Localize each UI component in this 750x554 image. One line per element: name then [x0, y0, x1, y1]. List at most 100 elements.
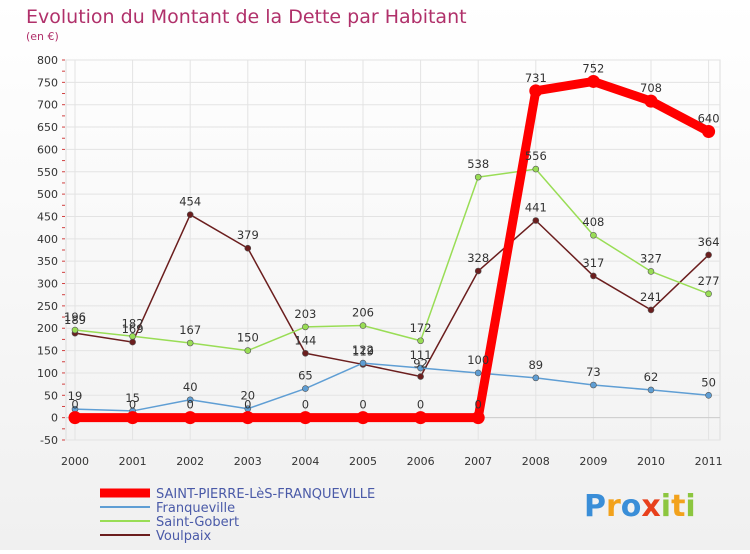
data-label: 0 [187, 398, 194, 412]
y-tick-label: 0 [51, 412, 58, 425]
data-label: 100 [467, 353, 489, 367]
logo-letter: i [685, 489, 695, 524]
x-tick-label: 2006 [407, 455, 435, 468]
y-tick-label: 150 [37, 345, 58, 358]
data-point [298, 411, 312, 425]
x-tick-label: 2005 [349, 455, 377, 468]
data-labels: 0 0 0 0 0 0 0 0 731 752 708 640 19 15 40 20 65 122 111 100 8… [64, 61, 720, 411]
y-tick-label: 50 [44, 389, 58, 402]
x-tick-label: 2002 [176, 455, 204, 468]
y-tick-label: 250 [37, 300, 58, 313]
data-label: 89 [528, 358, 543, 372]
axes: -500501001502002503003504004505005506006… [37, 54, 723, 468]
data-label: 144 [294, 333, 316, 347]
y-tick-label: -50 [40, 434, 58, 447]
data-label: 122 [352, 343, 374, 357]
data-label: 169 [122, 322, 144, 336]
y-tick-label: 450 [37, 210, 58, 223]
data-label: 182 [122, 316, 144, 330]
data-label: 317 [582, 256, 604, 270]
data-point [356, 411, 370, 425]
data-point [244, 244, 252, 252]
y-tick-label: 650 [37, 121, 58, 134]
data-point [705, 251, 712, 259]
data-point [647, 306, 655, 314]
data-label: 328 [467, 251, 489, 265]
series-line-2 [74, 168, 710, 352]
data-label: 241 [640, 290, 662, 304]
data-label: 0 [417, 398, 424, 412]
grid [65, 59, 721, 441]
data-label: 172 [410, 321, 432, 335]
x-tick-label: 2008 [522, 455, 550, 468]
x-tick-label: 2007 [464, 455, 492, 468]
legend-label: Saint-Gobert [156, 515, 239, 530]
data-label: 538 [467, 157, 489, 171]
data-point [417, 364, 424, 372]
data-label: 364 [698, 235, 720, 249]
logo-letter: o [621, 489, 642, 524]
data-point [647, 268, 655, 275]
data-label: 73 [586, 365, 601, 379]
data-label: 15 [125, 391, 140, 405]
data-label: 731 [525, 71, 547, 85]
x-tick-label: 2001 [119, 455, 147, 468]
data-point [474, 369, 482, 377]
y-tick-label: 350 [37, 255, 58, 268]
data-label: 379 [237, 228, 259, 242]
data-label: 0 [244, 398, 251, 412]
data-point [417, 373, 424, 380]
logo-letter: r [606, 489, 621, 524]
data-point [129, 332, 136, 340]
data-point [359, 359, 367, 367]
data-point [586, 74, 600, 88]
data-point [414, 411, 428, 425]
data-point [532, 374, 540, 382]
proxiti-logo: Proxiti [584, 489, 696, 524]
data-label: 167 [179, 323, 201, 337]
data-label: 708 [640, 81, 662, 95]
data-point [590, 272, 597, 280]
data-label: 92 [413, 357, 428, 371]
data-point [532, 165, 540, 173]
data-point [705, 391, 712, 399]
data-label: 0 [359, 398, 366, 412]
data-label: 50 [701, 375, 716, 389]
data-point [71, 326, 79, 334]
data-label: 640 [698, 112, 720, 126]
logo-letter: t [671, 489, 685, 524]
data-label: 408 [582, 215, 604, 229]
data-point [532, 217, 540, 224]
y-tick-label: 550 [37, 166, 58, 179]
data-point [183, 411, 197, 425]
legend: SAINT-PIERRE-LèS-FRANQUEVILLEFranquevill… [100, 487, 375, 544]
logo-letter: i [661, 489, 671, 524]
data-label: 441 [525, 200, 547, 214]
series-line-1 [74, 362, 710, 412]
x-tick-label: 2000 [61, 455, 89, 468]
data-label: 0 [129, 398, 136, 412]
y-tick-label: 800 [37, 54, 58, 67]
data-point [529, 84, 543, 98]
data-label: 0 [71, 398, 78, 412]
data-label: 62 [644, 370, 659, 384]
data-point [590, 231, 597, 239]
x-tick-label: 2011 [695, 455, 723, 468]
data-point [644, 94, 658, 108]
data-point [417, 337, 424, 345]
logo-letter: P [584, 489, 606, 524]
data-point [129, 338, 136, 346]
legend-label: Franqueville [156, 501, 235, 516]
data-point [474, 173, 482, 181]
logo-letter: x [641, 489, 660, 524]
data-point [302, 323, 309, 331]
legend-label: SAINT-PIERRE-LèS-FRANQUEVILLE [156, 487, 375, 502]
data-point [244, 347, 252, 354]
data-point [186, 339, 194, 347]
data-point [705, 290, 712, 298]
data-point [302, 385, 309, 392]
y-tick-label: 300 [37, 278, 58, 291]
data-label: 65 [298, 369, 313, 383]
